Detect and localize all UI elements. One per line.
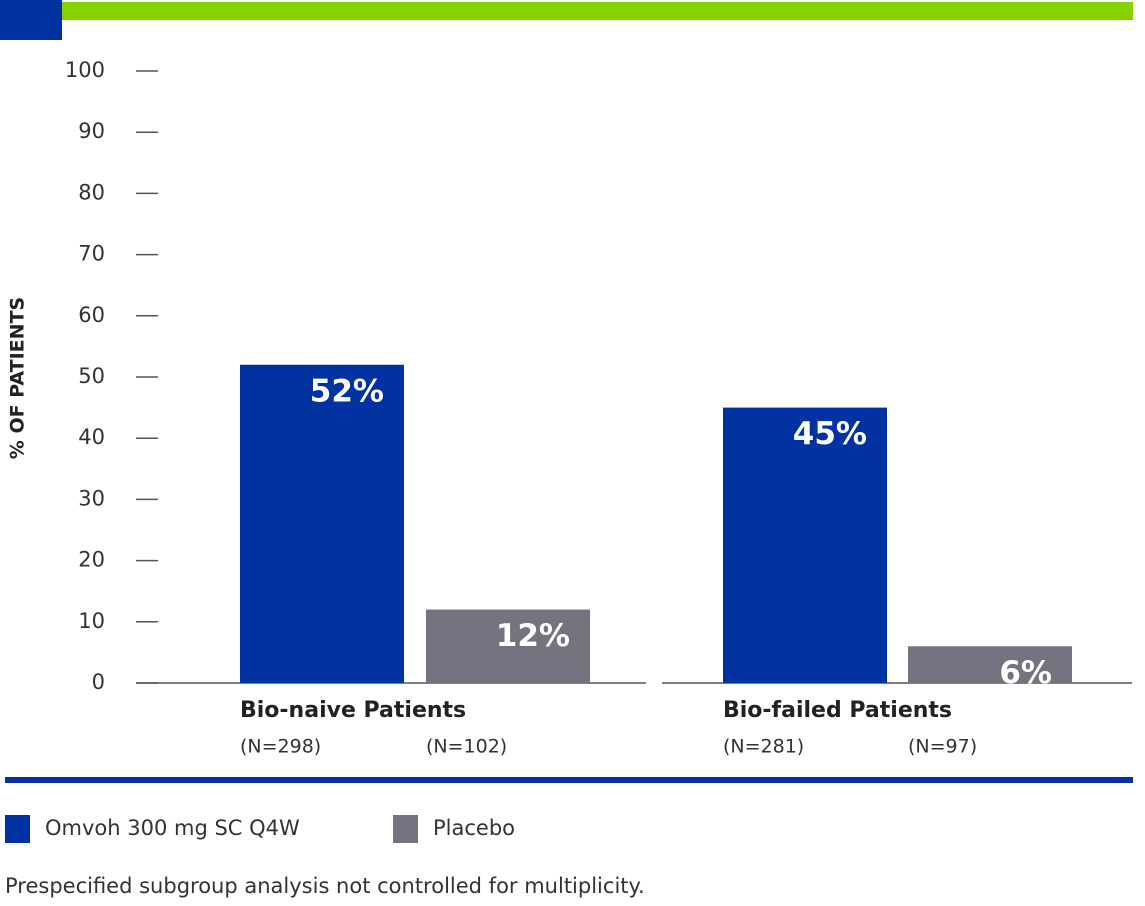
y-axis-label: % OF PATIENTS [7,297,29,459]
y-tick-label: 100 [65,58,105,82]
n-label: (N=97) [908,736,977,758]
y-tick-label: 20 [78,548,105,572]
bar [723,407,887,683]
bar [240,364,404,683]
corner-flag [0,0,62,40]
category-label: Bio-naive Patients [240,698,466,723]
n-label: (N=102) [426,736,507,758]
y-tick-label: 70 [78,242,105,266]
category-label: Bio-failed Patients [723,698,952,723]
legend-label: Omvoh 300 mg SC Q4W [45,816,300,840]
top-band [0,2,1133,20]
y-tick-label: 90 [78,119,105,143]
bar [908,646,1072,683]
y-tick-label: 10 [78,609,105,633]
value-label: 6% [999,655,1052,691]
n-label: (N=281) [723,736,804,758]
y-tick-label: 0 [92,670,105,694]
y-tick-label: 60 [78,303,105,327]
y-tick-label: 50 [78,364,105,388]
value-label: 45% [793,416,867,452]
legend-swatch [5,815,30,843]
legend-label: Placebo [433,816,515,840]
y-tick-label: 30 [78,486,105,510]
y-tick-label: 40 [78,425,105,449]
legend-swatch [393,815,418,843]
n-label: (N=298) [240,736,321,758]
bar [426,609,590,683]
footnote: Prespecified subgroup analysis not contr… [5,874,645,898]
value-label: 52% [310,373,384,409]
value-label: 12% [496,618,570,654]
y-tick-label: 80 [78,180,105,204]
divider [5,777,1133,783]
